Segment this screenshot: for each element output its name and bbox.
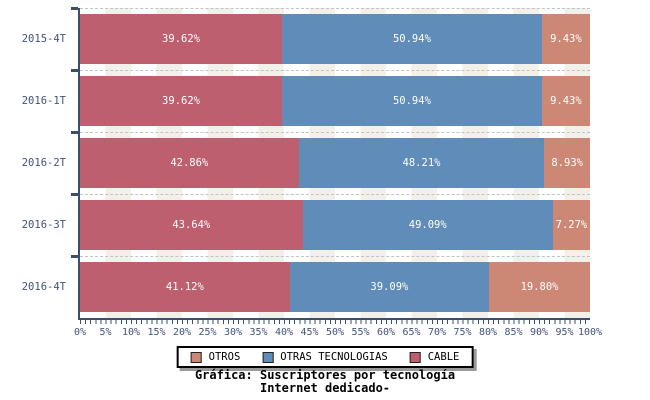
bar-value-label: 50.94%: [392, 95, 431, 107]
legend-label: OTRAS TECNOLOGIAS: [280, 351, 388, 363]
y-tick-label: 2016-3T: [21, 219, 66, 231]
x-tick-label: 75%: [453, 327, 472, 338]
x-tick-label: 100%: [577, 327, 603, 338]
bar-value-label: 48.21%: [402, 157, 441, 169]
x-tick-label: 60%: [376, 327, 396, 338]
y-tick-label: 2016-2T: [21, 157, 66, 169]
stacked-bar-2016-2T: 42.86% 48.21% 8.93%: [80, 138, 590, 188]
x-tick-label: 30%: [223, 327, 243, 338]
legend-item-otras-tecnologias: OTRAS TECNOLOGIAS: [262, 351, 388, 363]
x-tick-label: 0%: [73, 327, 87, 338]
bar-segment-cable: 41.12%: [80, 262, 290, 312]
category-row-2015-4T: 39.62% 50.94% 9.43%: [71, 7, 590, 70]
stacked-bar-2016-3T: 43.64% 49.09% 7.27%: [80, 200, 590, 250]
category-row-2016-3T: 43.64% 49.09% 7.27%: [71, 193, 590, 256]
bar-value-label: 43.64%: [172, 219, 211, 231]
x-tick-label: 95%: [555, 327, 574, 338]
legend-swatch: [262, 351, 274, 363]
x-tick-label: 5%: [99, 327, 112, 338]
category-row-2016-2T: 42.86% 48.21% 8.93%: [71, 131, 590, 194]
y-tick-label: 2015-4T: [21, 33, 66, 45]
bar-value-label: 8.93%: [551, 157, 583, 169]
x-tick-label: 20%: [172, 327, 192, 338]
y-axis-labels: 2015-4T 2016-1T 2016-2T 2016-3T 2016-4T: [0, 8, 72, 318]
x-tick-label: 10%: [121, 327, 141, 338]
bar-value-label: 49.09%: [408, 219, 447, 231]
bar-segment-otros: 9.43%: [541, 76, 590, 126]
x-tick-label: 50%: [325, 327, 345, 338]
bar-value-label: 7.27%: [555, 219, 588, 231]
bar-segment-otras-tecnologias: 48.21%: [298, 138, 545, 188]
stacked-bar-2015-4T: 39.62% 50.94% 9.43%: [80, 14, 590, 64]
bar-segment-cable: 39.62%: [80, 76, 283, 126]
bar-segment-otras-tecnologias: 50.94%: [282, 76, 542, 126]
bar-segment-cable: 39.62%: [80, 14, 283, 64]
legend-label: OTROS: [208, 351, 241, 363]
bar-value-label: 39.09%: [370, 281, 409, 293]
x-tick-label: 35%: [249, 327, 268, 338]
legend: OTROS OTRAS TECNOLOGIAS CABLE: [176, 346, 474, 368]
stacked-bar-2016-1T: 39.62% 50.94% 9.43%: [80, 76, 590, 126]
x-tick-label: 25%: [198, 327, 217, 338]
bar-segment-otros: 8.93%: [544, 138, 590, 188]
x-axis-tick-marks: [80, 320, 590, 324]
x-tick-label: 55%: [351, 327, 370, 338]
plot-area: 39.62% 50.94% 9.43% 39.62% 50.94% 9.43% 42.86%…: [71, 7, 602, 338]
bar-value-label: 9.43%: [550, 95, 582, 107]
bar-segment-cable: 43.64%: [80, 200, 303, 250]
x-tick-label: 90%: [529, 327, 549, 338]
legend-swatch: [409, 351, 421, 363]
bar-segment-otros: 9.43%: [541, 14, 590, 64]
x-tick-label: 15%: [147, 327, 166, 338]
bar-value-label: 42.86%: [170, 157, 209, 169]
bar-segment-otras-tecnologias: 39.09%: [289, 262, 490, 312]
bar-value-label: 19.80%: [520, 281, 559, 293]
bar-value-label: 39.62%: [162, 33, 200, 45]
x-tick-label: 80%: [478, 327, 498, 338]
category-row-2016-1T: 39.62% 50.94% 9.43%: [71, 69, 590, 132]
bar-value-label: 41.12%: [165, 281, 204, 293]
x-tick-label: 65%: [402, 327, 421, 338]
bar-segment-otras-tecnologias: 50.94%: [282, 14, 542, 64]
bar-segment-otros: 19.80%: [489, 262, 591, 312]
x-axis-labels: 0% 5% 10% 15% 20% 25% 30% 35% 40% 45% 50% 55% 60% 65%…: [74, 327, 602, 341]
bar-value-label: 39.62%: [162, 95, 200, 107]
legend-swatch: [190, 351, 202, 363]
y-tick-label: 2016-4T: [21, 281, 66, 293]
stacked-bar-2016-4T: 41.12% 39.09% 19.80%: [80, 262, 591, 312]
chart-title-line1: Gráfica: Suscriptores por tecnología: [194, 368, 456, 382]
bar-segment-cable: 42.86%: [80, 138, 299, 188]
bar-segment-otras-tecnologias: 49.09%: [302, 200, 553, 250]
category-row-2016-4T: 41.12% 39.09% 19.80%: [71, 255, 591, 318]
x-tick-label: 40%: [274, 327, 294, 338]
bar-segment-otros: 7.27%: [552, 200, 590, 250]
bar-value-label: 50.94%: [392, 33, 431, 45]
x-tick-label: 85%: [504, 327, 523, 338]
legend-item-otros: OTROS: [190, 351, 241, 363]
x-tick-label: 70%: [427, 327, 447, 338]
legend-item-cable: CABLE: [409, 351, 460, 363]
chart-title: Gráfica: Suscriptores por tecnología Int…: [0, 369, 650, 395]
y-tick-label: 2016-1T: [21, 95, 66, 107]
x-tick-label: 45%: [300, 327, 319, 338]
chart-title-line2: Internet dedicado-: [259, 381, 391, 395]
legend-label: CABLE: [427, 351, 460, 363]
bar-value-label: 9.43%: [550, 33, 582, 45]
bar-rows: 39.62% 50.94% 9.43% 39.62% 50.94% 9.43% 42.86%…: [71, 7, 591, 318]
